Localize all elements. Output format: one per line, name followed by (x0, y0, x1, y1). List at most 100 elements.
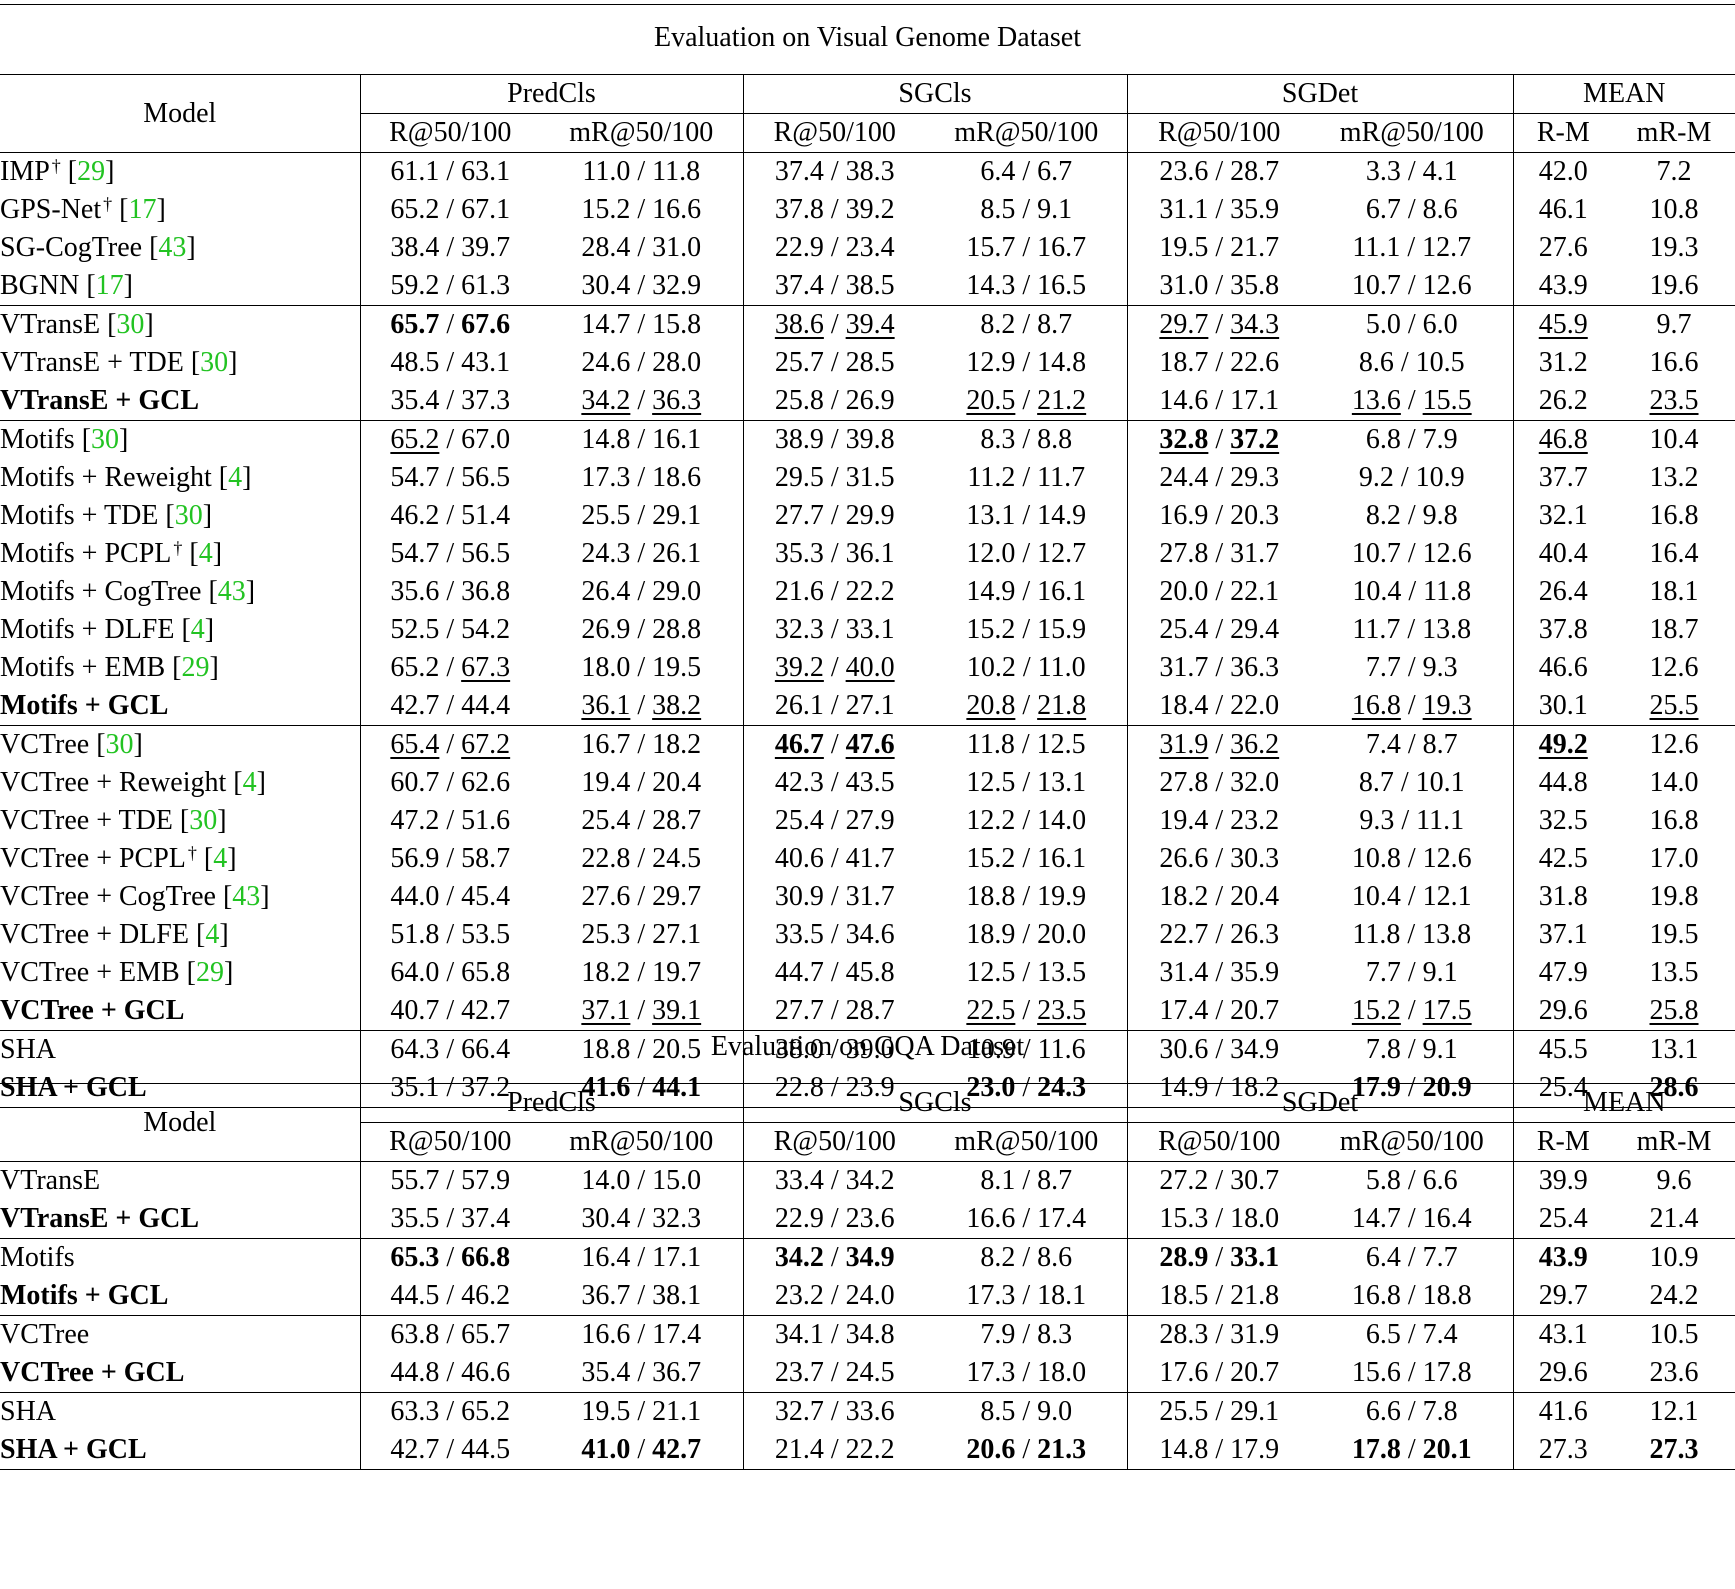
value-cell: 56.9 / 58.7 (390, 843, 511, 874)
citation-link[interactable]: 4 (228, 462, 243, 493)
value-cell: 12.0 / 12.7 (926, 535, 1128, 573)
header-row-groups: Model PredCls SGCls SGDet MEAN (0, 74, 1735, 153)
value-cell: 32.5 (1538, 805, 1588, 836)
model-name: VCTree + CogTree (0, 881, 216, 912)
citation-link[interactable]: 30 (91, 424, 120, 455)
value-part: 36.1 (581, 690, 631, 721)
model-cell: SHA (0, 1392, 361, 1431)
citation-link[interactable]: 29 (77, 156, 106, 187)
citation-link[interactable]: 30 (174, 500, 203, 531)
value-cell: 30.4 / 32.3 (540, 1200, 744, 1239)
value-cell: 45.5 (1513, 1030, 1614, 1069)
value-cell: 43.9 (1513, 1238, 1614, 1277)
value-cell: 16.9 / 20.3 (1159, 500, 1280, 531)
value-cell: 7.7 / 9.1 (1311, 954, 1514, 992)
model-name: IMP (0, 156, 50, 187)
citation-link[interactable]: 30 (116, 309, 145, 340)
value-cell: 64.0 / 65.8 (390, 957, 511, 988)
value-cell: 13.1 (1613, 1030, 1735, 1069)
value-part: 16.8 (1351, 690, 1401, 721)
citation-link[interactable]: 43 (217, 576, 246, 607)
citation-link[interactable]: 4 (213, 843, 228, 874)
value-cell: 9.7 (1613, 305, 1735, 344)
value-part: 39.1 (652, 995, 702, 1026)
citation-link[interactable]: 4 (198, 538, 213, 569)
citation-link[interactable]: 4 (205, 919, 220, 950)
value-part: 29.7 (1159, 309, 1209, 340)
citation-link[interactable]: 30 (200, 347, 229, 378)
value-cell: 13.1 / 14.9 (926, 497, 1128, 535)
citation-link[interactable]: 43 (158, 232, 187, 263)
model-name: Motifs + EMB (0, 652, 166, 683)
value-cell: 41.6 (1513, 1392, 1614, 1431)
value-cell: 16.8 / 18.8 (1311, 1277, 1514, 1316)
value-part: 25.5 (1649, 690, 1699, 721)
value-cell: 21.6 / 22.2 (774, 576, 895, 607)
value-part: 17.5 (1422, 995, 1472, 1026)
model-cell: Motifs + DLFE [4] (0, 611, 361, 649)
value-cell: 15.2 / 16.6 (540, 191, 744, 229)
value-part: 45.9 (1538, 309, 1588, 340)
model-name: Motifs + Reweight (0, 462, 212, 493)
citation-link[interactable]: 43 (232, 881, 261, 912)
group-header-sgcls: SGCls (743, 74, 1128, 114)
value-cell: 40.7 / 42.7 (390, 995, 511, 1026)
value-part: 23.5 (1037, 995, 1087, 1026)
table-row: VCTree + Reweight [4] 60.7 / 62.6 19.4 / 2… (0, 764, 1735, 802)
value-cell: 7.8 / 9.1 (1311, 1030, 1514, 1069)
value-cell: 46.6 (1538, 652, 1588, 683)
value-cell: 24.6 / 28.0 (540, 344, 744, 382)
value-part: 20.1 (1422, 1434, 1472, 1465)
model-cell: VCTree + CogTree [43] (0, 878, 361, 916)
value-cell: 17.3 / 18.1 (926, 1277, 1128, 1316)
model-cell: VCTree + PCPL † [4] (0, 840, 361, 878)
value-cell: 65.2 / 67.0 (360, 420, 540, 459)
value-part: 65.2 (390, 424, 440, 455)
value-cell: 28.4 / 31.0 (540, 229, 744, 267)
dagger-mark: † (173, 538, 183, 558)
value-cell: 30.1 (1538, 690, 1588, 721)
value-cell: 11.2 / 11.7 (926, 459, 1128, 497)
citation-link[interactable]: 17 (128, 194, 157, 225)
value-cell: 43.1 (1513, 1315, 1614, 1354)
value-part: 40.0 (845, 652, 895, 683)
value-cell: 38.0 / 39.0 (743, 1030, 926, 1069)
citation-link[interactable]: 4 (242, 767, 257, 798)
citation-link[interactable]: 29 (196, 957, 224, 988)
value-cell: 29.7 / 34.3 (1127, 305, 1311, 344)
citation-link[interactable]: 29 (181, 652, 210, 683)
value-cell: 35.3 / 36.1 (774, 538, 895, 569)
value-cell: 8.6 / 10.5 (1311, 344, 1514, 382)
gqa-results-table: Model PredCls SGCls SGDet MEAN R@50/100 mR@50/… (0, 1083, 1735, 1470)
value-part: 38.2 (652, 690, 702, 721)
value-cell: 16.8 (1649, 500, 1699, 531)
model-name: Motifs (0, 1242, 75, 1273)
value-cell: 24.3 / 26.1 (540, 535, 744, 573)
model-cell: VTransE + TDE [30] (0, 344, 361, 382)
citation-link[interactable]: 30 (105, 729, 134, 760)
metric-header: R@50/100 (389, 117, 512, 148)
model-column-header: Model (0, 1083, 361, 1162)
value-cell: 22.7 / 26.3 (1159, 919, 1280, 950)
citation-link[interactable]: 30 (189, 805, 218, 836)
value-part: 21.2 (1037, 385, 1087, 416)
value-cell: 23.2 / 24.0 (774, 1280, 895, 1311)
value-part: 66.8 (461, 1242, 511, 1273)
value-part: 21.8 (1037, 690, 1087, 721)
model-cell: GPS-Net † [17] (0, 191, 361, 229)
value-cell: 44.7 / 45.8 (774, 957, 895, 988)
value-part: 31.9 (1159, 729, 1209, 760)
citation-link[interactable]: 4 (190, 614, 205, 645)
citation-link[interactable]: 17 (95, 270, 124, 301)
metric-header: R@50/100 (773, 1126, 896, 1157)
value-cell: 25.5 (1613, 687, 1735, 726)
value-cell: 54.7 / 56.5 (390, 462, 511, 493)
group-header-sgdet: SGDet (1127, 74, 1514, 114)
value-part: 17.8 (1351, 1434, 1401, 1465)
value-cell: 17.4 / 20.7 (1159, 995, 1280, 1026)
value-cell: 17.0 (1649, 843, 1699, 874)
value-cell: 25.4 / 28.7 (540, 802, 744, 840)
value-cell: 28.3 / 31.9 (1127, 1315, 1311, 1354)
model-name: VCTree + GCL (0, 1357, 185, 1388)
